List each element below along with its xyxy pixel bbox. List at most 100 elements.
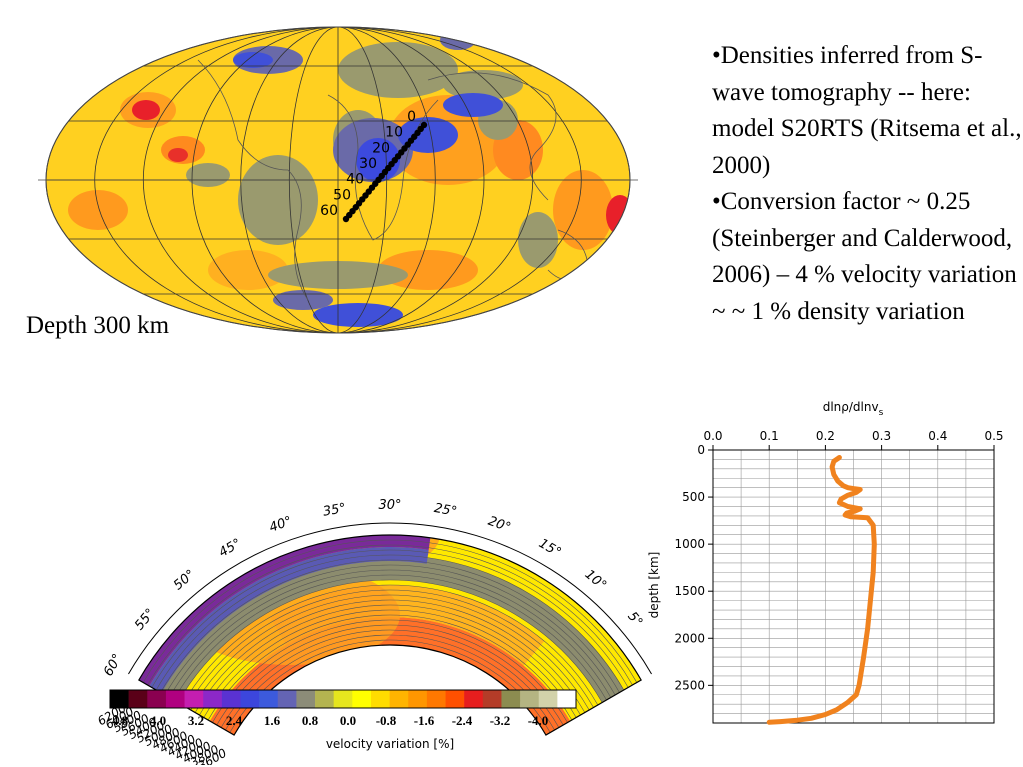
colorbar-swatch (389, 690, 409, 708)
profile-y-tick-label: 0 (697, 443, 705, 457)
section-grid-arc (147, 544, 633, 686)
section-grid-arc (220, 629, 560, 728)
section-angle-label: 0 (658, 658, 660, 673)
colorbar-swatch (445, 690, 465, 708)
section-radius-labels: 6200600058005600540052005000480046004400… (95, 701, 229, 765)
profile-marker-dot (342, 215, 350, 223)
profile-chart-title: dlnρ/dlnvs (823, 400, 884, 418)
map-coastlines (197, 59, 589, 301)
section-grid-arc (181, 584, 599, 706)
section-angle-label: 20° (486, 514, 513, 536)
profile-tick-label: 10 (385, 125, 403, 141)
colorbar-swatch (315, 690, 334, 708)
colorbar-tick-label: -3.2 (490, 713, 511, 728)
colorbar-tick-labels: 4.8 4.0 3.2 2.4 1.6 0.8 0.0 -0.8 -1.6 -2.4 -3.2 -4.… (112, 713, 548, 728)
section-angle-label: 40° (267, 514, 294, 536)
section-grid-arc (173, 574, 607, 701)
section-grid-arc (194, 599, 586, 713)
cross-section: 60°55° 50° 45° 40° 35° 30° 25° 20° 15° 10° 5° 0 620… (95, 498, 660, 765)
depth-label: Depth 300 km (26, 312, 170, 339)
section-angle-label: 15° (536, 536, 563, 561)
colorbar-tick-label: 4.8 (112, 713, 129, 728)
colorbar-swatch (520, 690, 540, 708)
section-grid-arc (212, 619, 568, 723)
colorbar-swatch (203, 690, 223, 708)
notes-text-block: •Densities inferred from S-wave tomograp… (712, 38, 1022, 330)
section-angle-label: 55° (132, 606, 158, 633)
section-grid-arc (216, 624, 564, 726)
section-angle-label: 10° (582, 567, 609, 593)
colorbar-tick-label: -1.6 (414, 713, 435, 728)
note-1: •Densities inferred from S-wave tomograp… (712, 42, 1022, 179)
colorbar-tick-label: 3.2 (188, 713, 204, 728)
colorbar-swatch (408, 690, 428, 708)
colorbar-tick-label: 2.4 (226, 713, 243, 728)
colorbar-frame (109, 689, 577, 709)
colorbar-swatch (482, 690, 502, 708)
profile-chart-title-subscript: s (879, 408, 884, 418)
section-angle-label: 60° (101, 652, 126, 679)
colorbar-swatch (352, 690, 372, 708)
colorbar-swatch (165, 690, 185, 708)
profile-tick-label: 20 (372, 140, 390, 156)
section-angle-label: 35° (322, 501, 347, 520)
profile-y-axis-label: depth [km] (647, 552, 661, 619)
colorbar-swatch (501, 690, 521, 708)
colorbar-tick-label: 4.0 (150, 713, 166, 728)
colorbar-tick-label: 1.6 (264, 713, 281, 728)
colorbar-swatch (259, 690, 279, 708)
profile-plot-frame (712, 449, 995, 724)
profile-tick-label: 0 (407, 109, 416, 125)
profile-y-tick-label: 1500 (674, 584, 705, 598)
colorbar-tick-label: 0.0 (340, 713, 356, 728)
colorbar-swatch (296, 690, 316, 708)
profile-x-tick-labels: 0.0 0.1 0.2 0.3 0.4 0.5 (703, 429, 1004, 450)
note-2: •Conversion factor ~ 0.25 (Steinberger a… (712, 188, 1017, 325)
section-angle-label: 25° (433, 501, 458, 520)
colorbar-swatch (147, 690, 167, 708)
profile-x-tick-label: 0.4 (928, 429, 947, 443)
profile-x-tick-label: 0.3 (872, 429, 891, 443)
profile-x-tick-label: 0.2 (816, 429, 835, 443)
colorbar-swatch (128, 690, 148, 708)
profile-chart: 0.0 0.1 0.2 0.3 0.4 0.5 05001000150020002500 … (647, 400, 1004, 725)
profile-y-tick-label: 2000 (674, 631, 705, 645)
profile-chart-title-main: dlnρ/dlnv (823, 400, 879, 414)
profile-y-tick-labels: 0 500 1000 1500 2000 2500 (674, 443, 713, 692)
profile-tick-label: 50 (333, 187, 351, 203)
profile-tick-label: 30 (359, 156, 377, 172)
section-grid-arc (168, 569, 612, 698)
colorbar-tick-label: 0.8 (302, 713, 319, 728)
section-grid-lines (128, 522, 652, 733)
profile-x-tick-label: 0.5 (984, 429, 1003, 443)
profile-y-tick-label: 500 (682, 490, 705, 504)
map-profile-markers (342, 121, 428, 223)
colorbar-swatch (221, 690, 241, 708)
colorbar-swatch (240, 690, 260, 708)
colorbar-tick-label: -2.4 (452, 713, 473, 728)
section-outline (138, 534, 642, 736)
section-angle-label: 30° (378, 498, 401, 513)
colorbar (109, 689, 577, 709)
section-outer-scale-arc (128, 522, 652, 675)
colorbar-swatch (277, 690, 297, 708)
colorbar-swatch (557, 690, 577, 708)
section-grid-arc (229, 639, 551, 733)
section-grid-arc (199, 604, 581, 716)
section-grid-arc (164, 564, 616, 696)
section-angle-label: 5° (624, 609, 645, 630)
section-grid-arc (225, 634, 555, 731)
profile-tick-label: 60 (320, 203, 338, 219)
colorbar-swatch (184, 690, 204, 708)
colorbar-swatch (538, 690, 558, 708)
colorbar-swatch (110, 690, 129, 708)
colorbar-swatch (464, 690, 484, 708)
section-grid-arc (203, 609, 577, 718)
section-grid-arc (207, 614, 573, 721)
colorbar-tick-label: -0.8 (376, 713, 397, 728)
section-grid-arc (190, 594, 590, 711)
section-angle-label: 45° (217, 536, 244, 561)
section-grid-arc (151, 549, 629, 688)
